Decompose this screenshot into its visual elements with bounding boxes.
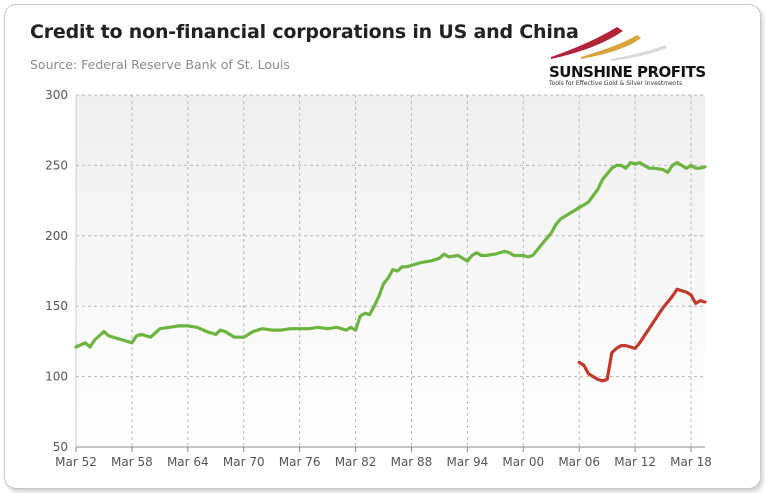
y-tick-label: 100	[45, 370, 68, 384]
x-tick-label: Mar 00	[502, 455, 544, 469]
y-tick-label: 300	[45, 88, 68, 102]
logo-tagline: Tools for Effective Gold & Silver Invest…	[549, 80, 683, 87]
y-tick-label: 150	[45, 299, 68, 313]
chart-source: Source: Federal Reserve Bank of St. Loui…	[30, 57, 290, 72]
logo-swoosh-icon	[551, 27, 667, 61]
x-tick-label: Mar 82	[335, 455, 377, 469]
logo-name: SUNSHINE PROFITS	[549, 63, 706, 81]
y-tick-label: 50	[53, 440, 68, 454]
x-tick-label: Mar 88	[391, 455, 433, 469]
chart-title: Credit to non-financial corporations in …	[30, 21, 579, 43]
x-tick-label: Mar 18	[670, 455, 712, 469]
y-tick-label: 250	[45, 158, 68, 172]
x-tick-label: Mar 58	[111, 455, 153, 469]
series-line-2	[577, 287, 707, 383]
x-tick-label: Mar 70	[223, 455, 265, 469]
x-tick-label: Mar 06	[558, 455, 600, 469]
sunshine-profits-logo: SUNSHINE PROFITS Tools for Effective Gol…	[541, 23, 721, 87]
x-tick-label: Mar 94	[447, 455, 489, 469]
x-tick-label: Mar 52	[55, 455, 97, 469]
series-line-1	[74, 161, 707, 349]
x-tick-label: Mar 12	[614, 455, 656, 469]
grid-lines	[75, 94, 705, 447]
x-tick-label: Mar 64	[167, 455, 209, 469]
axes: 50 100 150 200 250 300 Mar 52 Mar 58 Mar 64 Mar 7…	[45, 88, 712, 469]
series-lines	[74, 161, 707, 383]
y-tick-label: 200	[45, 229, 68, 243]
x-tick-label: Mar 76	[279, 455, 321, 469]
